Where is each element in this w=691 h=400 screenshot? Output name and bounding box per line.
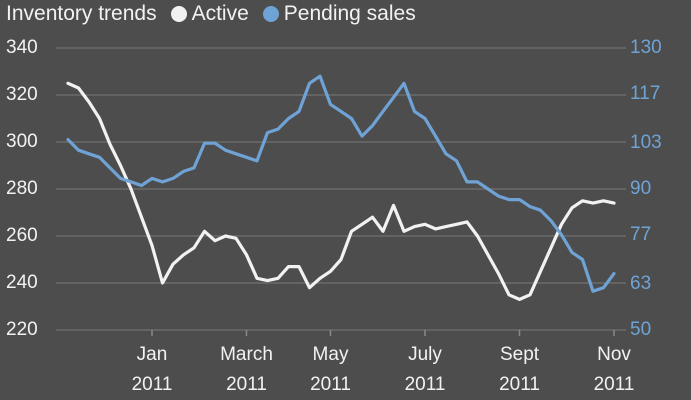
y2-tick-label: 50 [630, 319, 651, 340]
y-tick-label: 280 [6, 178, 38, 199]
x-tick-label: Jan 2011 [131, 344, 173, 395]
y2-tick-label: 63 [630, 273, 651, 294]
legend-item: Pending sales [262, 2, 416, 26]
x-tick-label: March 2011 [220, 344, 273, 395]
y2-tick-label: 77 [630, 224, 651, 245]
y2-tick-label: 130 [630, 37, 662, 58]
y2-tick-label: 90 [630, 178, 651, 199]
y-tick-label: 340 [6, 37, 38, 58]
legend-item: Active [170, 2, 249, 26]
legend-swatch [262, 6, 279, 22]
y-tick-label: 320 [6, 84, 38, 105]
series-line [66, 81, 616, 301]
x-tick-label: May 2011 [310, 344, 351, 395]
x-tick-label: Sept 2011 [499, 344, 540, 395]
y-tick-label: 260 [6, 225, 38, 246]
legend-swatch [170, 6, 187, 22]
header: Inventory trends Active Pending sales [6, 2, 416, 26]
legend-label: Pending sales [283, 2, 416, 25]
chart-title: Inventory trends [6, 2, 157, 25]
y-tick-label: 220 [6, 319, 38, 340]
legend-label: Active [191, 2, 249, 25]
y-tick-label: 240 [6, 272, 38, 293]
y2-tick-label: 103 [630, 132, 662, 153]
y2-tick-label: 117 [630, 83, 660, 104]
x-tick-label: July 2011 [404, 344, 446, 395]
x-tick-label: Nov 2011 [593, 344, 635, 395]
series-line [66, 74, 616, 293]
y-tick-label: 300 [6, 131, 38, 152]
